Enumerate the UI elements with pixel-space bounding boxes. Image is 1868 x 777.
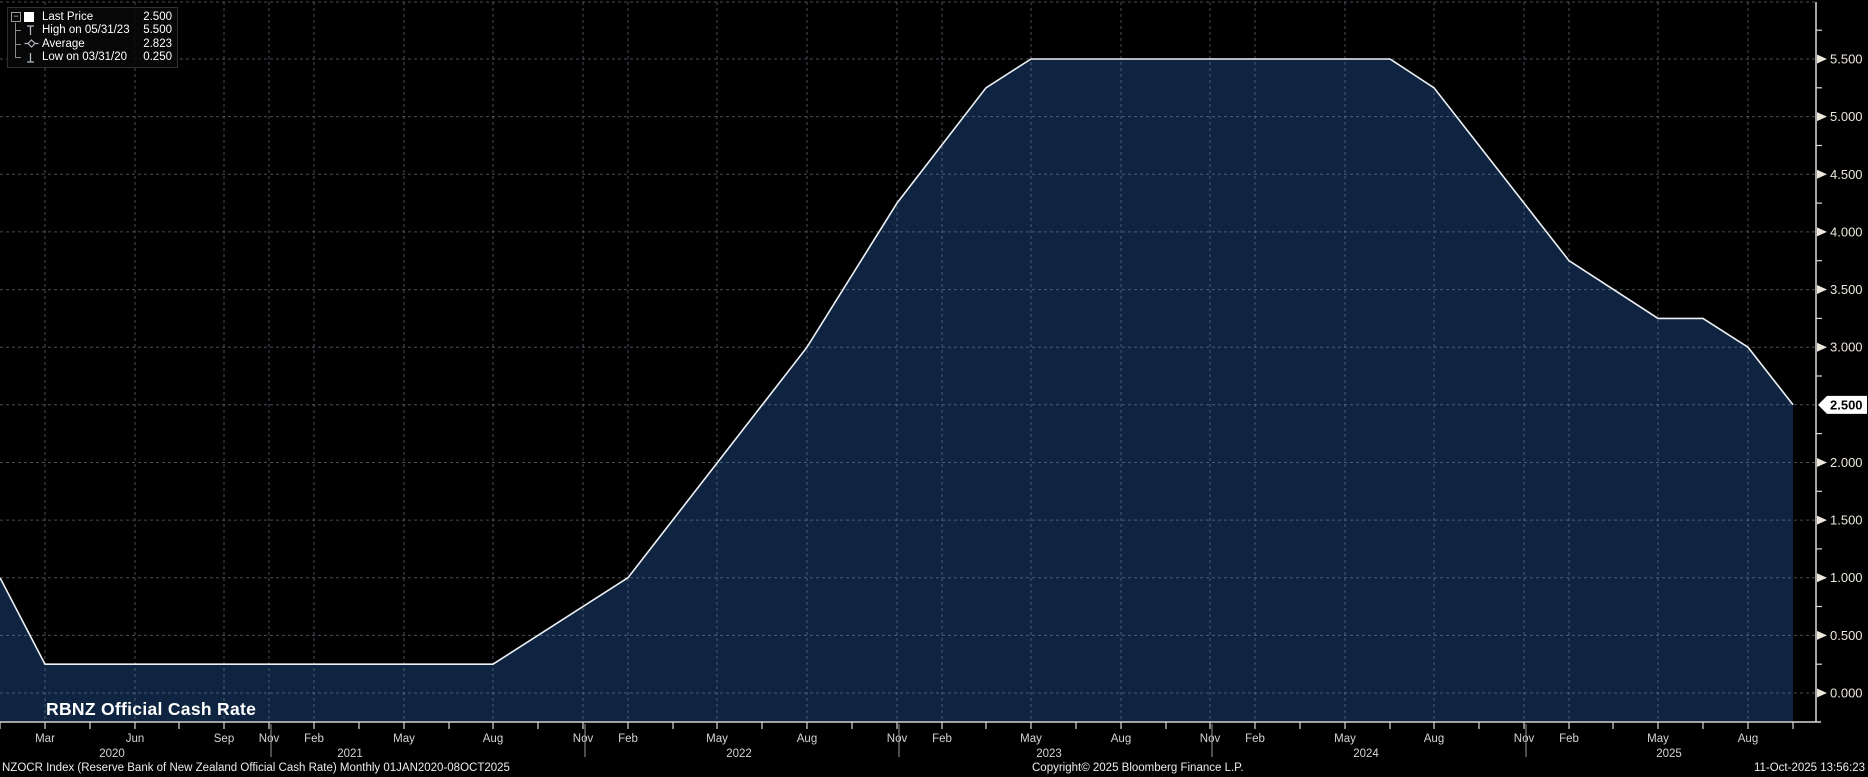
square-marker-icon [24, 11, 42, 22]
average-marker-icon [24, 38, 42, 49]
x-axis-month-label: Nov [1514, 733, 1535, 745]
low-marker-icon [24, 51, 42, 64]
footer-ticker-info: NZOCR Index (Reserve Bank of New Zealand… [2, 762, 510, 774]
price-line [0, 58, 1794, 665]
y-tick-arrow-icon [1817, 630, 1827, 640]
last-price-tag [1818, 395, 1867, 414]
legend-row-high-on-05-31-23[interactable]: High on 05/31/23 5.500 [11, 22, 172, 38]
x-axis-month-label: Feb [932, 733, 952, 745]
y-axis-label: 4.500 [1830, 167, 1863, 182]
legend-value: 2.500 [143, 10, 172, 23]
legend-value: 5.500 [143, 24, 172, 37]
last-price-tag-value: 2.500 [1830, 397, 1863, 412]
legend-value: 2.823 [143, 37, 172, 50]
y-tick-arrow-icon [1817, 573, 1827, 583]
x-axis-month-label: Aug [1738, 733, 1758, 745]
y-tick-arrow-icon [1817, 169, 1827, 179]
x-axis-month-label: Aug [1111, 733, 1131, 745]
x-axis-month-label: Sep [214, 733, 234, 745]
legend-panel: − Last Price 2.500 High on 05/31/23 5.500 Ave… [7, 7, 178, 68]
legend-label: High on 05/31/23 [42, 24, 130, 37]
x-axis-year-label: 2020 [99, 748, 125, 760]
legend-tree-branch [11, 22, 24, 38]
y-tick-arrow-icon [1817, 54, 1827, 64]
x-axis-year-label: 2025 [1656, 748, 1682, 760]
x-axis-month-label: Aug [797, 733, 817, 745]
x-axis-year-label: 2023 [1036, 748, 1062, 760]
x-axis-month-label: Feb [618, 733, 638, 745]
y-tick-arrow-icon [1817, 688, 1827, 698]
y-axis-label: 0.500 [1830, 628, 1863, 643]
y-axis-label: 5.500 [1830, 52, 1863, 67]
x-axis-year-label: 2022 [726, 748, 752, 760]
y-axis-label: 1.000 [1830, 570, 1863, 585]
x-axis-month-label: Mar [35, 733, 55, 745]
legend-value: 0.250 [143, 51, 172, 64]
legend-label: Low on 03/31/20 [42, 51, 128, 64]
y-tick-arrow-icon [1817, 112, 1827, 122]
x-axis-month-label: Feb [304, 733, 324, 745]
x-axis-month-label: Feb [1245, 733, 1265, 745]
y-tick-arrow-icon [1817, 227, 1827, 237]
y-axis-label: 1.500 [1830, 513, 1863, 528]
x-axis-month-label: Nov [1200, 733, 1221, 745]
footer-bar: NZOCR Index (Reserve Bank of New Zealand… [0, 759, 1868, 777]
x-axis-month-label: May [706, 733, 728, 745]
x-axis-month-label: Nov [259, 733, 280, 745]
legend-label: Last Price [42, 10, 94, 23]
y-axis-label: 0.000 [1830, 686, 1863, 701]
legend-tree-branch [11, 49, 24, 65]
x-axis-month-label: May [1647, 733, 1669, 745]
y-tick-arrow-icon [1817, 285, 1827, 295]
legend-row-last-price[interactable]: − Last Price 2.500 [11, 10, 172, 24]
high-marker-icon [24, 24, 42, 37]
x-axis-year-label: 2021 [337, 748, 363, 760]
y-axis-label: 3.000 [1830, 340, 1863, 355]
x-axis-month-label: Nov [573, 733, 594, 745]
y-axis-label: 2.000 [1830, 455, 1863, 470]
chart-title: RBNZ Official Cash Rate [46, 699, 257, 719]
legend-tree-expander-icon[interactable]: − [11, 12, 21, 22]
y-tick-arrow-icon [1817, 515, 1827, 525]
x-axis-month-label: Feb [1559, 733, 1579, 745]
y-tick-arrow-icon [1817, 457, 1827, 467]
x-axis-month-label: Aug [483, 733, 503, 745]
x-axis-month-label: Jun [126, 733, 145, 745]
legend-row-low-on-03-31-20[interactable]: Low on 03/31/20 0.250 [11, 49, 172, 65]
x-axis-year-label: 2024 [1353, 748, 1379, 760]
y-axis-label: 4.000 [1830, 224, 1863, 239]
y-axis-label: 5.000 [1830, 109, 1863, 124]
legend-row-average[interactable]: Average 2.823 [11, 36, 172, 51]
y-axis-label: 3.500 [1830, 282, 1863, 297]
y-tick-arrow-icon [1817, 342, 1827, 352]
x-axis-month-label: Aug [1424, 733, 1444, 745]
x-axis-month-label: May [1334, 733, 1356, 745]
x-axis-month-label: Nov [887, 733, 908, 745]
x-axis-month-label: May [393, 733, 415, 745]
legend-label: Average [42, 37, 85, 50]
footer-timestamp: 11-Oct-2025 13:56:23 [1753, 762, 1865, 774]
legend-tree-branch [11, 36, 24, 51]
footer-copyright: Copyright© 2025 Bloomberg Finance L.P. [1032, 762, 1244, 774]
x-axis-month-label: May [1020, 733, 1042, 745]
